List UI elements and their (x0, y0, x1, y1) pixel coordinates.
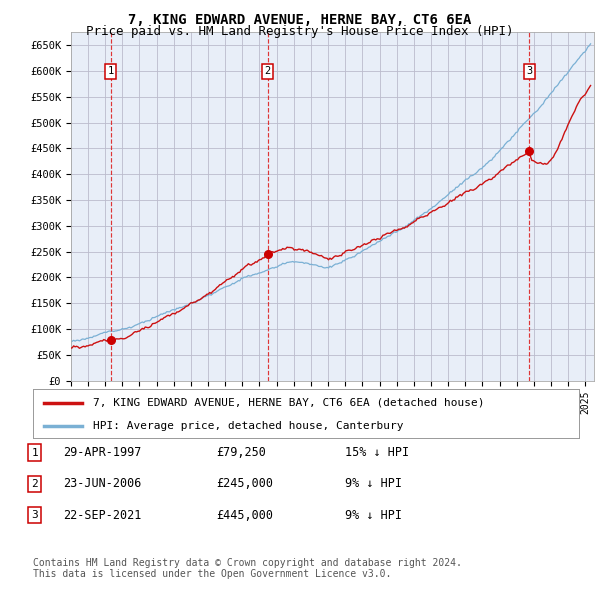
Text: 7, KING EDWARD AVENUE, HERNE BAY, CT6 6EA (detached house): 7, KING EDWARD AVENUE, HERNE BAY, CT6 6E… (93, 398, 485, 408)
Text: £445,000: £445,000 (216, 509, 273, 522)
Text: 22-SEP-2021: 22-SEP-2021 (63, 509, 142, 522)
Text: 9% ↓ HPI: 9% ↓ HPI (345, 477, 402, 490)
Text: 29-APR-1997: 29-APR-1997 (63, 446, 142, 459)
Text: 9% ↓ HPI: 9% ↓ HPI (345, 509, 402, 522)
Text: HPI: Average price, detached house, Canterbury: HPI: Average price, detached house, Cant… (93, 421, 404, 431)
Text: 3: 3 (526, 66, 532, 76)
Text: £245,000: £245,000 (216, 477, 273, 490)
Text: 2: 2 (265, 66, 271, 76)
Text: 1: 1 (107, 66, 114, 76)
Text: Contains HM Land Registry data © Crown copyright and database right 2024.
This d: Contains HM Land Registry data © Crown c… (33, 558, 462, 579)
Text: 7, KING EDWARD AVENUE, HERNE BAY, CT6 6EA: 7, KING EDWARD AVENUE, HERNE BAY, CT6 6E… (128, 13, 472, 27)
Text: 2: 2 (31, 479, 38, 489)
Text: 23-JUN-2006: 23-JUN-2006 (63, 477, 142, 490)
Text: 1: 1 (31, 448, 38, 457)
Text: £79,250: £79,250 (216, 446, 266, 459)
Text: 15% ↓ HPI: 15% ↓ HPI (345, 446, 409, 459)
Text: Price paid vs. HM Land Registry's House Price Index (HPI): Price paid vs. HM Land Registry's House … (86, 25, 514, 38)
Text: 3: 3 (31, 510, 38, 520)
